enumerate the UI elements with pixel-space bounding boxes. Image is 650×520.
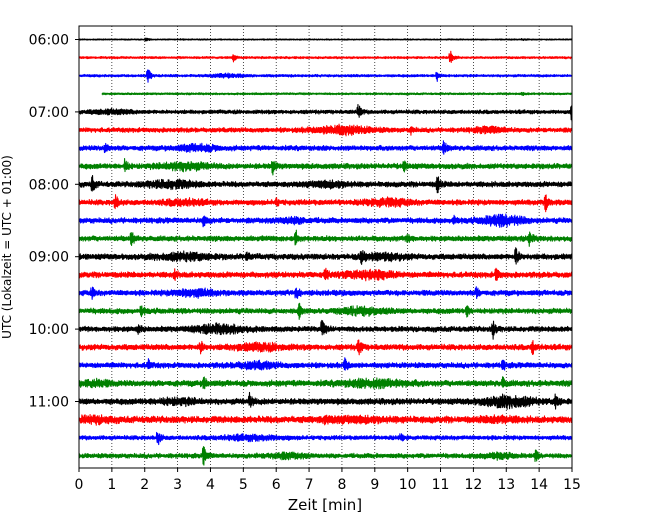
y-tick-label: 06:00 — [29, 33, 69, 49]
x-tick-label: 9 — [370, 477, 379, 493]
trace-0600 — [78, 37, 573, 42]
x-tick-label: 4 — [206, 477, 215, 493]
x-tick-label: 15 — [563, 477, 581, 493]
y-tick-label: 09:00 — [29, 250, 69, 266]
x-tick-label: 0 — [75, 477, 84, 493]
trace-0900 — [78, 247, 573, 265]
trace-0830 — [78, 213, 573, 228]
x-axis-label: Zeit [min] — [288, 496, 362, 514]
y-tick-label: 10:00 — [29, 322, 69, 338]
trace-0930 — [78, 286, 573, 300]
y-tick-label: 08:00 — [29, 177, 69, 193]
trace-1045 — [78, 376, 573, 390]
trace-0945 — [78, 302, 573, 320]
seismograph-traces — [78, 37, 573, 466]
x-tick-label: 5 — [239, 477, 248, 493]
trace-0630 — [78, 69, 573, 83]
trace-1115 — [78, 414, 573, 426]
trace-0615 — [78, 50, 573, 64]
x-tick-label: 3 — [173, 477, 182, 493]
trace-1000 — [78, 319, 573, 340]
trace-0815 — [78, 194, 573, 213]
trace-1130 — [78, 431, 573, 446]
trace-0700 — [78, 103, 573, 122]
trace-1030 — [78, 357, 573, 371]
y-axis-ticks: 06:00 07:00 08:00 09:00 10:00 11:00 — [29, 33, 79, 411]
plot-frame — [78, 25, 573, 469]
trace-0715 — [78, 123, 573, 137]
trace-0845 — [78, 229, 573, 247]
trace-0745 — [78, 158, 573, 176]
y-tick-label: 07:00 — [29, 105, 69, 121]
y-axis-label: UTC (Lokalzeit = UTC + 01:00) — [0, 155, 14, 339]
x-axis-ticks: 0 1 2 3 4 5 6 7 8 9 10 11 12 13 14 15 — [75, 468, 581, 493]
x-tick-label: 2 — [140, 477, 149, 493]
x-tick-label: 7 — [305, 477, 314, 493]
x-tick-label: 13 — [497, 477, 515, 493]
x-tick-label: 8 — [337, 477, 346, 493]
x-tick-label: 12 — [464, 477, 482, 493]
y-tick-label: 11:00 — [29, 395, 69, 411]
x-tick-label: 6 — [272, 477, 281, 493]
x-tick-label: 11 — [432, 477, 450, 493]
trace-1015 — [78, 339, 573, 356]
trace-0645 — [101, 91, 573, 96]
trace-0915 — [78, 267, 573, 282]
x-tick-label: 10 — [399, 477, 417, 493]
trace-1145 — [78, 446, 573, 466]
trace-0730 — [78, 140, 573, 155]
x-tick-label: 1 — [107, 477, 116, 493]
trace-1100 — [78, 391, 573, 410]
trace-0800 — [78, 174, 573, 194]
x-tick-label: 14 — [530, 477, 548, 493]
